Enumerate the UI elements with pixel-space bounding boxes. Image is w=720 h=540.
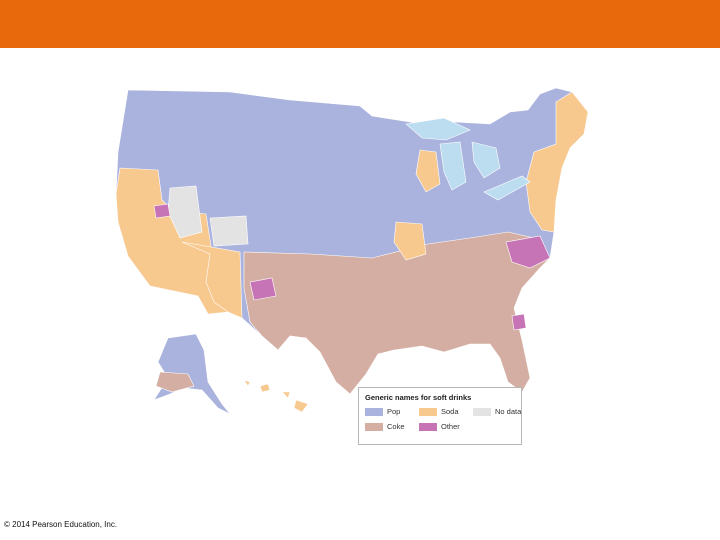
legend-item-nodata: No data — [473, 407, 523, 416]
hawaii — [243, 379, 309, 413]
legend-label-nodata: No data — [495, 407, 522, 416]
legend-item-pop: Pop — [365, 407, 419, 416]
legend-swatch-pop — [365, 407, 383, 416]
legend-label-pop: Pop — [387, 407, 401, 416]
copyright-text: © 2014 Pearson Education, Inc. — [4, 520, 118, 529]
legend-item-other: Other — [419, 422, 473, 431]
legend-label-soda: Soda — [441, 407, 459, 416]
other-newmexico — [249, 277, 277, 301]
legend-swatch-nodata — [473, 407, 491, 416]
alaska-south-coke — [155, 371, 195, 393]
legend-label-coke: Coke — [387, 422, 405, 431]
map-legend: Generic names for soft drinks Pop Soda N… — [358, 387, 522, 445]
map-svg — [115, 87, 589, 415]
legend-label-other: Other — [441, 422, 460, 431]
wisconsin-soda — [415, 149, 441, 193]
legend-item-coke: Coke — [365, 422, 419, 431]
northeast-soda — [525, 91, 589, 233]
colorado-nodata — [209, 215, 249, 247]
header-bar — [0, 0, 720, 48]
great-lakes — [405, 117, 531, 201]
legend-swatch-coke — [365, 422, 383, 431]
other-georgia — [511, 313, 527, 331]
soft-drink-map — [110, 82, 620, 452]
legend-title: Generic names for soft drinks — [365, 393, 472, 402]
other-virginia — [505, 235, 551, 269]
legend-swatch-other — [419, 422, 437, 431]
southwest-soda — [181, 241, 243, 319]
missouri-soda — [393, 221, 427, 261]
south-coke — [243, 231, 551, 395]
legend-swatch-soda — [419, 407, 437, 416]
other-nevada — [153, 203, 171, 219]
legend-item-soda: Soda — [419, 407, 473, 416]
